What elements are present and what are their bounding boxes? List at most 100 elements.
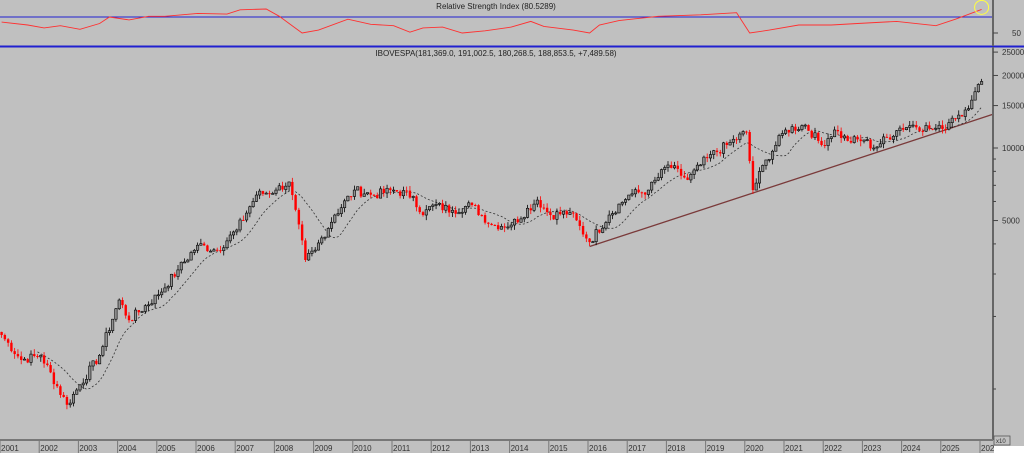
candle-up [904, 127, 908, 130]
candle-up [411, 196, 415, 198]
candle-up [908, 125, 912, 128]
candle-down [369, 192, 372, 195]
scale-multiplier-box [993, 435, 1011, 446]
candle-down [418, 207, 421, 213]
x-tick-label: 2009 [315, 444, 333, 453]
candle-up [287, 181, 291, 187]
candle-down [885, 136, 889, 138]
candle-down [516, 219, 519, 223]
candle-up [695, 164, 699, 171]
scale-multiplier-label: x10 [996, 439, 1006, 445]
candle-down [477, 205, 480, 216]
candle-down [869, 139, 872, 149]
candle-up [163, 287, 167, 293]
candle-up [656, 177, 660, 181]
candle-up [561, 210, 565, 215]
candle-up [833, 129, 837, 138]
candle-up [343, 200, 347, 209]
candle-up [980, 81, 984, 85]
x-tick-label: 2025 [942, 444, 960, 453]
candle-down [787, 129, 791, 133]
candle-up [976, 84, 980, 93]
candle-up [385, 187, 389, 194]
candle-down [581, 225, 585, 235]
candle-up [522, 217, 526, 220]
trendline [589, 113, 994, 248]
candle-down [683, 175, 686, 178]
y-tick-label: 15000 [1002, 102, 1024, 111]
candle-down [575, 213, 578, 221]
candle-up [107, 330, 111, 333]
candle-down [65, 396, 69, 405]
candle-down [888, 137, 892, 140]
x-tick-label: 2006 [197, 444, 215, 453]
candle-down [173, 274, 176, 277]
candle-down [415, 196, 418, 208]
candle-up [852, 136, 856, 143]
candle-down [725, 142, 728, 146]
candle-up [156, 294, 160, 297]
candle-down [902, 128, 905, 130]
candle-down [202, 243, 206, 246]
candle-up [506, 226, 510, 229]
candle-down [291, 181, 294, 196]
candle-down [751, 161, 755, 191]
candle-down [13, 351, 16, 355]
candle-up [865, 139, 869, 141]
candle-up [875, 146, 879, 149]
candle-up [898, 127, 902, 131]
candle-up [330, 221, 334, 229]
candle-down [300, 224, 304, 241]
candle-up [78, 384, 82, 391]
candle-down [405, 190, 408, 192]
candle-up [973, 91, 977, 101]
candle-down [441, 203, 444, 211]
candle-up [212, 249, 216, 252]
candle-up [624, 199, 628, 203]
candle-down [33, 354, 36, 357]
candle-up [264, 192, 268, 195]
candle-up [134, 309, 138, 321]
candle-up [601, 227, 605, 233]
candle-up [882, 136, 886, 145]
candle-up [232, 231, 236, 236]
candle-up [362, 193, 366, 197]
candle-up [199, 243, 203, 246]
candle-up [911, 124, 915, 127]
candle-up [245, 212, 249, 221]
candle-up [646, 189, 650, 195]
candle-up [617, 203, 621, 214]
candle-down [395, 190, 399, 192]
candle-up [277, 185, 281, 191]
x-tick-label: 2007 [236, 444, 254, 453]
candle-down [817, 132, 820, 141]
candle-down [549, 212, 552, 216]
candle-up [653, 179, 657, 183]
candle-down [49, 365, 52, 373]
candle-up [784, 129, 788, 134]
candle-up [659, 169, 663, 178]
candle-up [741, 131, 745, 135]
candle-down [640, 192, 644, 194]
candle-up [75, 389, 79, 395]
candle-up [428, 206, 432, 211]
candle-down [503, 226, 506, 228]
candle-up [666, 164, 670, 168]
x-tick-label: 202 [981, 444, 995, 453]
candle-down [810, 130, 813, 138]
candle-up [140, 311, 144, 313]
rsi-title: Relative Strength Index (80.5289) [436, 2, 556, 11]
candle-up [101, 346, 105, 356]
candle-up [957, 114, 961, 120]
candle-down [42, 355, 46, 364]
candle-down [585, 234, 588, 239]
price-title: IBOVESPA(181,369.0, 191,002.5, 180,268.5… [375, 49, 616, 58]
corner-area [994, 446, 1024, 453]
candle-up [813, 132, 817, 138]
candle-down [46, 363, 49, 366]
candle-up [424, 209, 428, 216]
candle-up [780, 133, 784, 136]
candle-up [88, 365, 92, 380]
candle-up [934, 128, 938, 130]
candle-up [460, 211, 464, 214]
